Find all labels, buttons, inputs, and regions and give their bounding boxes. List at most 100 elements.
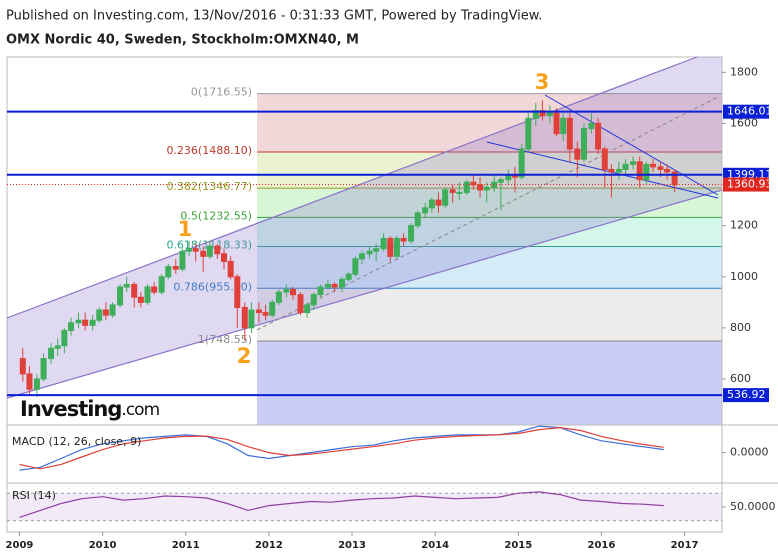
candle-body [422, 207, 429, 214]
candle-body [595, 122, 602, 150]
candle-body [144, 286, 151, 303]
logo-suffix: .com [121, 400, 159, 420]
candle-body [227, 260, 234, 278]
candle-body [345, 273, 352, 280]
price-tag [723, 388, 769, 403]
channel-lower [6, 189, 723, 399]
candle-body [539, 110, 546, 117]
candle-body [671, 171, 678, 186]
channel-fill [7, 57, 722, 398]
candle-body [220, 253, 227, 262]
candle-body [339, 278, 346, 288]
candle-body [96, 309, 103, 321]
fib-label: 0.382(1346.77) [166, 180, 252, 193]
candle-body [40, 358, 47, 380]
logo-main: Investing [20, 397, 121, 421]
candle-body [636, 161, 643, 181]
candle-body [622, 163, 629, 170]
candle-body [75, 319, 82, 324]
candle-body [255, 309, 262, 314]
candle-body [241, 306, 248, 329]
chart-title: OMX Nordic 40, Sweden, Stockholm:OMXN40,… [6, 33, 359, 48]
trend-dashed [256, 96, 719, 331]
fib-band [257, 341, 722, 425]
x-tick-label: 2016 [588, 540, 616, 551]
fib-label: 0(1716.55) [191, 86, 252, 99]
candle-body [151, 286, 158, 293]
candle-body [262, 312, 269, 316]
candle-body [643, 163, 650, 181]
candle-body [33, 378, 40, 390]
candle-body [400, 237, 407, 242]
candle-body [310, 294, 317, 306]
candle-body [275, 291, 282, 303]
candle-body [109, 304, 116, 316]
candle-body [546, 112, 553, 117]
series-line [19, 426, 664, 470]
y-tick-label: 50.0000 [730, 500, 776, 513]
series-line [19, 491, 664, 518]
fib-label: 0.5(1232.55) [180, 209, 252, 222]
candle-body [393, 237, 400, 257]
candle-body [102, 309, 109, 316]
candle-body [408, 225, 415, 242]
candle-body [483, 186, 490, 191]
candle-body [186, 248, 193, 252]
candle-body [214, 245, 221, 255]
candle-body [26, 373, 33, 390]
published-note: Published on Investing.com, 13/Nov/2016 … [6, 9, 542, 24]
x-tick-label: 2017 [671, 540, 699, 551]
candle-body [588, 122, 595, 130]
fib-band [257, 288, 722, 342]
y-tick-label: 0.0000 [730, 446, 769, 459]
wave-label: 3 [535, 70, 550, 94]
candle-body [366, 250, 373, 255]
candle-body [630, 161, 637, 165]
candle-body [428, 199, 435, 209]
candle-body [497, 179, 504, 183]
candle-body [117, 286, 124, 306]
x-tick-label: 2009 [6, 540, 34, 551]
candle-body [19, 358, 26, 375]
candle-body [179, 250, 186, 270]
fib-label: 0.786(955.10) [173, 280, 252, 293]
candle-body [435, 199, 442, 206]
candle-body [373, 248, 380, 252]
candle-body [608, 168, 615, 173]
candle-body [657, 166, 664, 170]
price-tag-label: 1399.11 [727, 168, 773, 181]
candle-body [442, 189, 449, 206]
price-tag-label: 536.92 [727, 388, 766, 401]
candle-body [54, 345, 61, 349]
candle-body [123, 283, 130, 288]
candle-body [352, 258, 359, 275]
candle-body [290, 289, 296, 296]
y-tick-label: 1800 [730, 65, 758, 78]
candle-body [615, 168, 622, 173]
candle-body [137, 296, 144, 303]
x-tick-label: 2014 [421, 540, 449, 551]
candle-body [532, 110, 539, 119]
candle-body [491, 181, 498, 188]
candle-body [387, 237, 394, 257]
candle-body [463, 181, 470, 193]
candle-body [269, 301, 276, 316]
candle-body [477, 184, 484, 191]
wave-label: 1 [178, 217, 193, 241]
candle-body [248, 309, 255, 329]
candle-body [601, 148, 608, 170]
price-tag-label: 1360.93 [727, 178, 773, 191]
candle-body [580, 128, 587, 160]
candle-body [206, 245, 213, 257]
wave-label: 2 [237, 344, 252, 368]
candle-body [165, 266, 172, 278]
candle-body [574, 148, 581, 160]
candle-body [331, 283, 338, 288]
panel-title: MACD (12, 26, close, 9) [12, 435, 141, 448]
candle-body [172, 266, 179, 270]
candle-body [456, 191, 463, 194]
candle-body [449, 189, 456, 193]
x-tick-label: 2011 [172, 540, 200, 551]
x-tick-label: 2010 [89, 540, 117, 551]
